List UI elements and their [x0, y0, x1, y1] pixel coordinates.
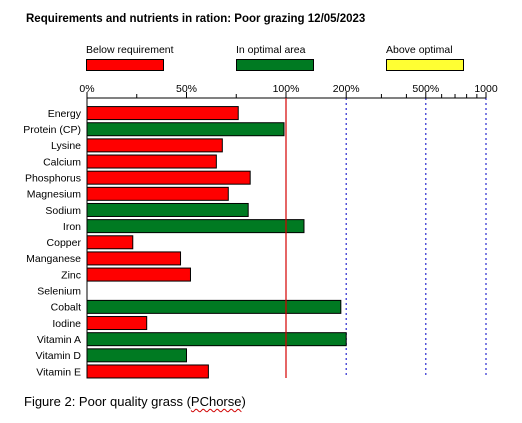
- category-label: Lysine: [51, 140, 81, 152]
- bar-phosphorus: [86, 170, 251, 185]
- figure-caption: Figure 2: Poor quality grass (PChorse): [24, 394, 246, 409]
- category-label: Vitamin E: [36, 366, 81, 378]
- bar-lysine: [86, 138, 223, 153]
- category-label: Manganese: [26, 253, 81, 265]
- category-label: Magnesium: [27, 189, 82, 201]
- bar-energy: [86, 106, 239, 121]
- x-tick-label-100: 100%: [273, 83, 300, 95]
- bar-iron: [86, 219, 305, 234]
- legend-swatch-above: [386, 59, 464, 71]
- category-label: Energy: [48, 108, 82, 120]
- category-label: Cobalt: [51, 302, 81, 314]
- chart-title: Requirements and nutrients in ration: Po…: [26, 13, 366, 25]
- bar-manganese: [86, 251, 182, 266]
- legend-label-below: Below requirement: [86, 44, 174, 56]
- category-label: Calcium: [43, 156, 81, 168]
- caption-source: PChorse: [190, 394, 242, 409]
- bar-calcium: [86, 154, 217, 169]
- x-tick-label-500: 500%: [412, 83, 439, 95]
- x-tick-label-50: 50%: [176, 83, 197, 95]
- x-tick-label-200: 200%: [333, 83, 360, 95]
- legend-swatch-optimal: [236, 59, 314, 71]
- bar-copper: [86, 235, 134, 250]
- legend-swatch-below: [86, 59, 164, 71]
- caption-suffix: ): [241, 394, 246, 409]
- category-label: Copper: [47, 237, 82, 249]
- bar-vitamin-d: [86, 348, 187, 363]
- legend-label-optimal: In optimal area: [236, 44, 306, 56]
- bar-vitamin-e: [86, 364, 209, 379]
- category-label: Zinc: [61, 269, 81, 281]
- x-tick-label-0: 0%: [79, 83, 94, 95]
- bar-chart: 0% 50% 100% 200% 500% 1000 Energy Protein (CP) L…: [23, 83, 498, 379]
- bar-iodine: [86, 316, 148, 331]
- category-label: Iodine: [52, 318, 81, 330]
- caption-prefix: Figure 2: Poor quality grass (: [24, 394, 191, 409]
- x-tick-label-1000: 1000: [474, 83, 498, 95]
- category-label: Phosphorus: [25, 172, 81, 184]
- bar-cobalt: [86, 299, 342, 314]
- bar-vitamin-a: [86, 332, 347, 347]
- category-label: Protein (CP): [23, 124, 81, 136]
- bar-sodium: [86, 202, 249, 217]
- category-label: Vitamin A: [37, 334, 81, 346]
- category-label: Selenium: [37, 286, 81, 298]
- bar-zinc: [86, 267, 191, 282]
- legend-label-above: Above optimal: [386, 44, 453, 56]
- category-label: Iron: [63, 221, 81, 233]
- bar-protein-cp: [86, 122, 285, 137]
- category-label: Vitamin D: [36, 350, 82, 362]
- bar-magnesium: [86, 186, 229, 201]
- category-label: Sodium: [45, 205, 81, 217]
